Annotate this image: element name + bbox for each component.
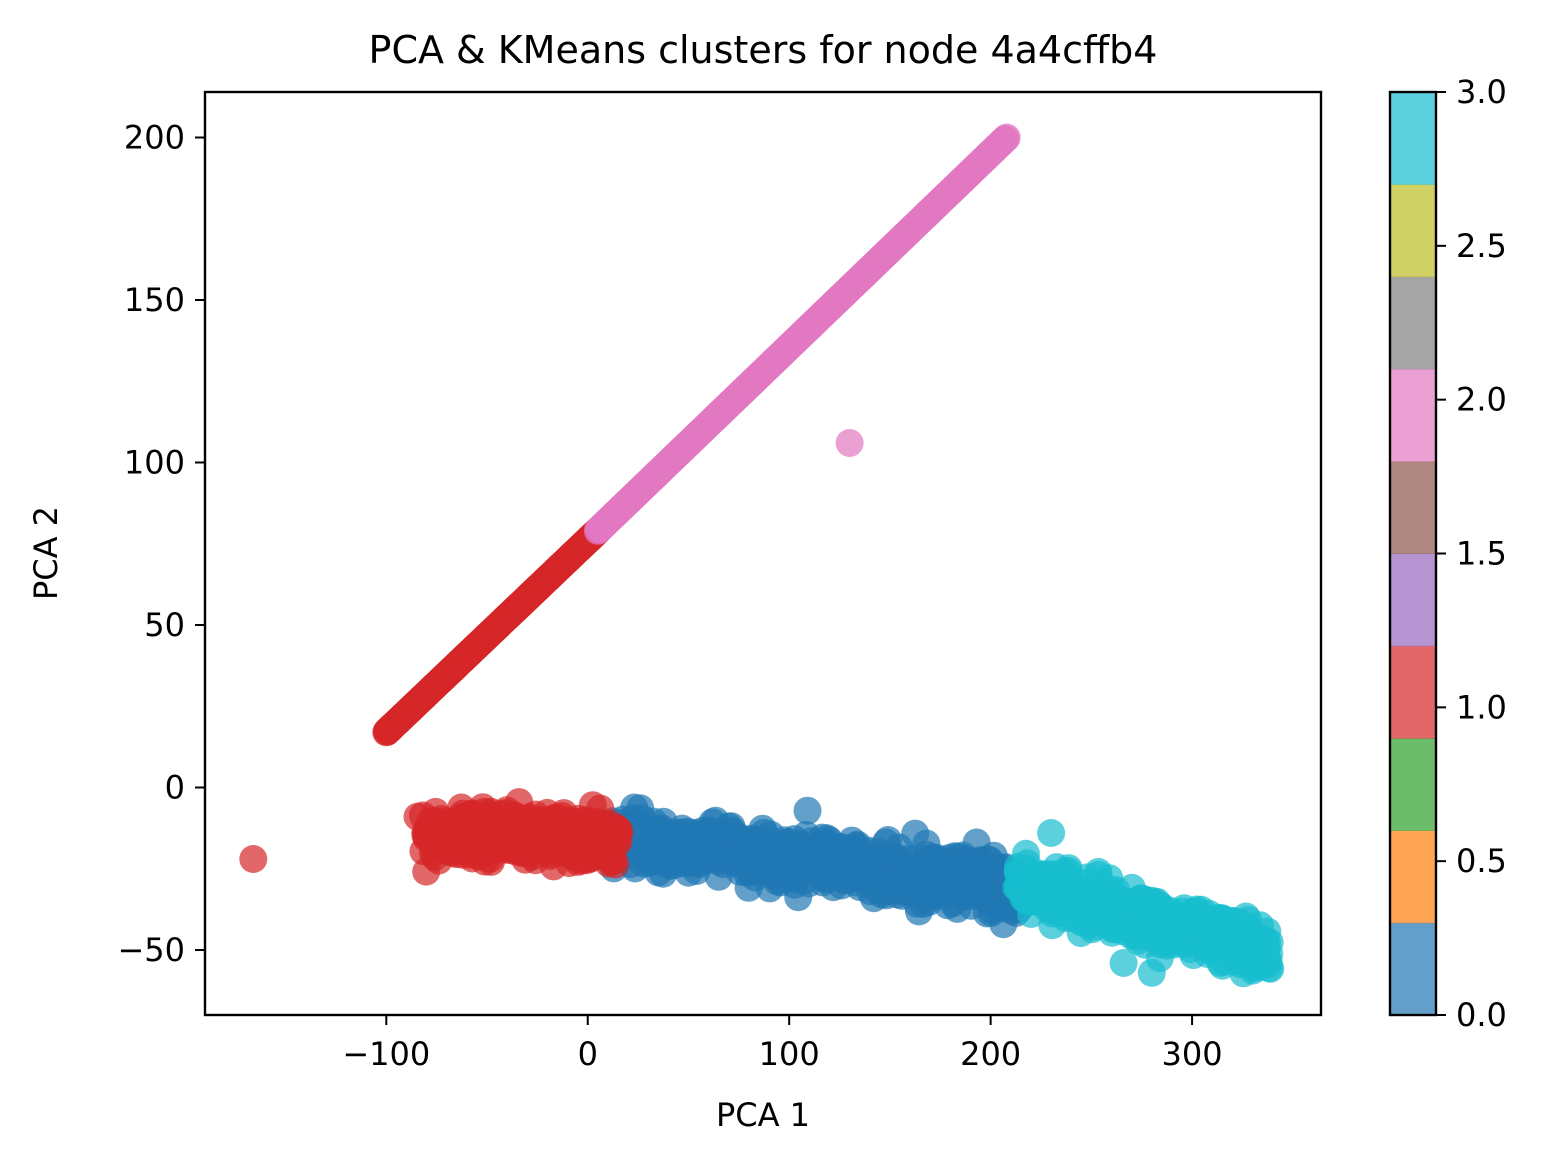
- colorbar-segment: [1390, 553, 1436, 647]
- y-tick-label: −50: [117, 931, 185, 969]
- scatter-point: [1081, 894, 1110, 923]
- scatter-point: [239, 845, 268, 873]
- y-tick-label: 150: [124, 281, 185, 319]
- colorbar-tick-label: 2.0: [1456, 381, 1507, 419]
- colorbar-segment: [1390, 368, 1436, 462]
- colorbar-segment: [1390, 922, 1436, 1016]
- scatter-point: [856, 844, 885, 873]
- cluster-0-points: [598, 793, 1041, 939]
- plot-frame: [203, 90, 1323, 1017]
- colorbar-segment: [1390, 461, 1436, 554]
- colorbar-tick-label: 1.0: [1456, 688, 1507, 726]
- cluster-2-points: [583, 123, 1021, 545]
- scatter-point: [874, 826, 902, 854]
- scatter-point: [733, 835, 762, 864]
- x-axis: −100 0 100 200 300: [342, 1015, 1223, 1073]
- scatter-point: [1134, 898, 1163, 927]
- scatter-point: [674, 858, 703, 887]
- colorbar-segment: [1390, 830, 1436, 924]
- scatter-point: [835, 429, 864, 457]
- scatter-point: [1109, 949, 1138, 977]
- scatter-point: [626, 794, 655, 823]
- x-axis-label: PCA 1: [715, 1096, 811, 1134]
- scatter-point: [498, 834, 527, 863]
- x-tick-label: 100: [759, 1035, 820, 1073]
- scatter-point: [1160, 907, 1188, 936]
- scatter-point: [556, 818, 585, 847]
- colorbar-segment: [1390, 276, 1436, 370]
- scatter-point: [643, 815, 671, 844]
- scatter-point: [792, 837, 821, 866]
- colorbar-tick-label: 0.0: [1456, 996, 1507, 1034]
- scatter-point: [816, 853, 845, 882]
- scatter-point: [1037, 819, 1066, 847]
- scatter-point: [1247, 927, 1276, 956]
- y-axis: −50 0 50 100 150 200: [117, 119, 205, 969]
- colorbar-segment: [1390, 184, 1436, 278]
- colorbar: 0.0 0.5 1.0 1.5 2.0 2.5 3.0: [1388, 73, 1507, 1034]
- scatter-point: [966, 846, 995, 875]
- scatter-point: [896, 846, 925, 875]
- colorbar-segment: [1390, 645, 1436, 739]
- x-tick-label: 300: [1162, 1035, 1223, 1073]
- scatter-point: [456, 831, 485, 860]
- cluster-3-points: [1002, 819, 1285, 988]
- chart-title: PCA & KMeans clusters for node 4a4cffb4: [368, 28, 1158, 72]
- colorbar-tick-label: 3.0: [1456, 73, 1507, 111]
- scatter-point: [933, 864, 962, 893]
- colorbar-segment: [1390, 738, 1436, 831]
- scatter-point: [1137, 958, 1166, 987]
- colorbar-tick-label: 0.5: [1456, 842, 1507, 880]
- x-tick-label: −100: [342, 1035, 430, 1073]
- scatter-point: [1139, 925, 1168, 954]
- y-tick-label: 0: [165, 769, 185, 807]
- scatter-point: [793, 796, 822, 825]
- x-tick-label: 0: [578, 1035, 598, 1073]
- scatter-point: [578, 832, 607, 861]
- scatter-point: [992, 123, 1021, 152]
- y-tick-label: 50: [144, 606, 185, 644]
- scatter-point: [703, 833, 731, 862]
- scatter-point: [1208, 919, 1237, 948]
- colorbar-tick-label: 2.5: [1456, 227, 1507, 265]
- scatter-point: [420, 842, 449, 871]
- scatter-point: [973, 899, 1001, 928]
- colorbar-tick-label: 1.5: [1456, 535, 1507, 573]
- scatter-point: [1053, 885, 1082, 914]
- scatter-point: [633, 840, 662, 869]
- scatter-points: [239, 123, 1285, 988]
- y-tick-label: 200: [124, 119, 185, 157]
- colorbar-segment: [1390, 92, 1436, 185]
- x-tick-label: 200: [960, 1035, 1021, 1073]
- cluster-1-points: [239, 516, 634, 886]
- scatter-point: [1017, 900, 1046, 928]
- y-tick-label: 100: [124, 444, 185, 482]
- scatter-point: [1014, 874, 1043, 903]
